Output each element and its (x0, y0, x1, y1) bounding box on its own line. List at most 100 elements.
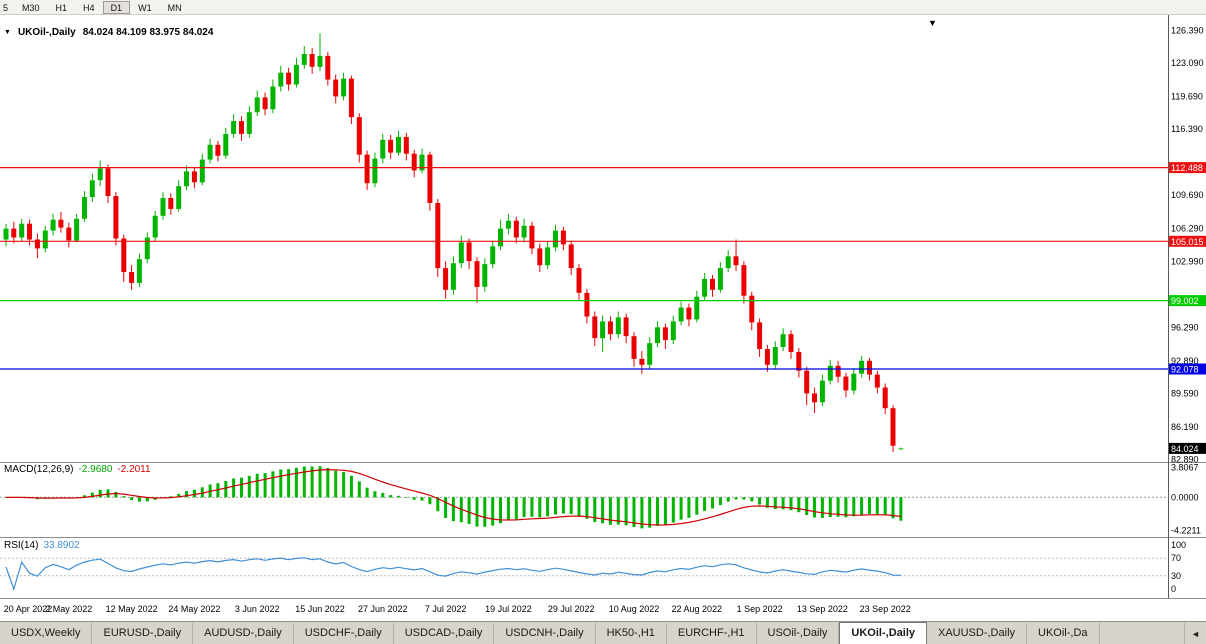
macd-bar (820, 497, 824, 518)
macd-bar (726, 497, 730, 502)
symbol-tab[interactable]: USDCNH-,Daily (494, 623, 596, 644)
date-axis-label: 7 Jul 2022 (425, 604, 467, 614)
level-price-badge-text: 105.015 (1171, 237, 1204, 247)
candle-body (843, 376, 849, 391)
macd-bar (813, 497, 816, 518)
candle-body (231, 121, 237, 134)
candle-body (152, 215, 158, 238)
macd-bar (883, 497, 887, 516)
timeframe-button-h4[interactable]: H4 (83, 2, 95, 13)
symbol-tab[interactable]: USOil-,Daily (756, 623, 840, 644)
macd-bar (585, 497, 589, 519)
macd-bar (860, 497, 864, 515)
timeframe-button-m30[interactable]: M30 (22, 2, 40, 13)
candle-body (670, 321, 676, 341)
macd-bar (318, 466, 322, 498)
symbol-tab[interactable]: USDX,Weekly (0, 623, 93, 644)
macd-bar (397, 495, 400, 498)
macd-bar (868, 497, 871, 514)
symbol-tab[interactable]: UKOil-,Da (1027, 623, 1100, 644)
candle-body (717, 268, 723, 290)
macd-bar (365, 487, 369, 498)
tab-scroll-left-button[interactable]: ◄ (1184, 623, 1206, 644)
macd-bar (294, 467, 298, 498)
candle-body (835, 365, 841, 377)
date-axis-label: 3 Jun 2022 (235, 604, 280, 614)
symbol-dropdown-icon[interactable]: ▼ (4, 28, 11, 36)
price-axis[interactable]: 126.390 123.090 119.690 116.390 109.690 106.2… (1169, 25, 1206, 594)
candle-body (34, 239, 40, 249)
macd-bar (420, 497, 424, 501)
candle-body (647, 343, 653, 365)
macd-bar (530, 497, 534, 517)
price-axis-label: 109.690 (1171, 190, 1204, 200)
macd-bar (624, 497, 628, 526)
candle-body (725, 256, 731, 269)
symbol-tab[interactable]: UKOil-,Daily (839, 622, 927, 644)
candle-body (191, 171, 197, 183)
candle-body (741, 265, 747, 296)
timeframe-button-w1[interactable]: W1 (138, 2, 152, 13)
candle-body (655, 327, 660, 344)
rsi-axis-label: 100 (1171, 540, 1186, 550)
chart-shift-marker-icon[interactable]: ▼ (928, 18, 937, 28)
candle-body (293, 64, 299, 85)
macd-bar (122, 496, 126, 498)
macd-bar (483, 497, 487, 527)
symbol-tabs: USDX,Weekly EURUSD-,Daily AUDUSD-,Daily USD… (0, 622, 1100, 644)
date-axis-label: 12 May 2022 (106, 604, 158, 614)
level-price-badge (1169, 235, 1206, 247)
macd-bar (718, 497, 722, 506)
candle-body (623, 317, 629, 337)
rsi-line (5, 557, 901, 591)
symbol-tab[interactable]: AUDUSD-,Daily (193, 623, 294, 644)
macd-bar (789, 497, 793, 511)
candle-body (474, 261, 480, 287)
symbol-tab[interactable]: USDCAD-,Daily (393, 623, 495, 644)
chart-canvas[interactable]: 126.390 123.090 119.690 116.390 109.690 106.2… (0, 15, 1206, 621)
macd-bar (671, 497, 675, 523)
timeframe-button-h1[interactable]: H1 (55, 2, 68, 13)
macd-bar (373, 491, 377, 498)
macd-histogram (4, 466, 903, 529)
macd-bar (797, 497, 801, 513)
candle-body (631, 336, 637, 359)
macd-bar (224, 480, 228, 498)
macd-bar (569, 497, 573, 515)
macd-bar (758, 497, 762, 505)
candle-body (270, 86, 276, 110)
timeframe-button-5[interactable]: 5 (3, 2, 9, 13)
candle-body (545, 247, 551, 266)
candle-body (505, 220, 511, 229)
symbol-tab[interactable]: USDCHF-,Daily (293, 623, 394, 644)
macd-bar (773, 497, 777, 510)
macd-bar (130, 497, 134, 501)
level-price-badge (1169, 162, 1206, 174)
candle-body (19, 223, 25, 238)
macd-bar (389, 495, 393, 498)
macd-indicator-label: MACD(12,26,9) -2.9680 -2.2011 (4, 464, 151, 475)
symbol-tab[interactable]: XAUUSD-,Daily (927, 623, 1028, 644)
candle-body (733, 256, 739, 266)
rsi-axis-label: 0 (1171, 584, 1176, 594)
symbol-tab[interactable]: EURUSD-,Daily (92, 623, 194, 644)
symbol-tab[interactable]: EURCHF-,H1 (666, 623, 757, 644)
candle-body (82, 197, 87, 219)
candle-body (348, 78, 354, 118)
macd-bar (538, 497, 542, 518)
timeframe-button-mn[interactable]: MN (167, 2, 182, 13)
macd-bar (185, 491, 188, 498)
candle-body (788, 334, 794, 352)
level-price-badge (1169, 295, 1206, 307)
macd-bar (169, 496, 173, 498)
candle-body (396, 136, 401, 153)
timeframe-button-d1[interactable]: D1 (102, 0, 131, 14)
price-axis-label: 116.390 (1171, 124, 1203, 134)
macd-bar (616, 497, 620, 525)
macd-bar (342, 472, 346, 498)
macd-bar (90, 492, 94, 498)
price-axis-label: 119.690 (1171, 92, 1203, 102)
symbol-tab[interactable]: HK50-,H1 (595, 623, 667, 644)
candle-body (827, 365, 833, 381)
